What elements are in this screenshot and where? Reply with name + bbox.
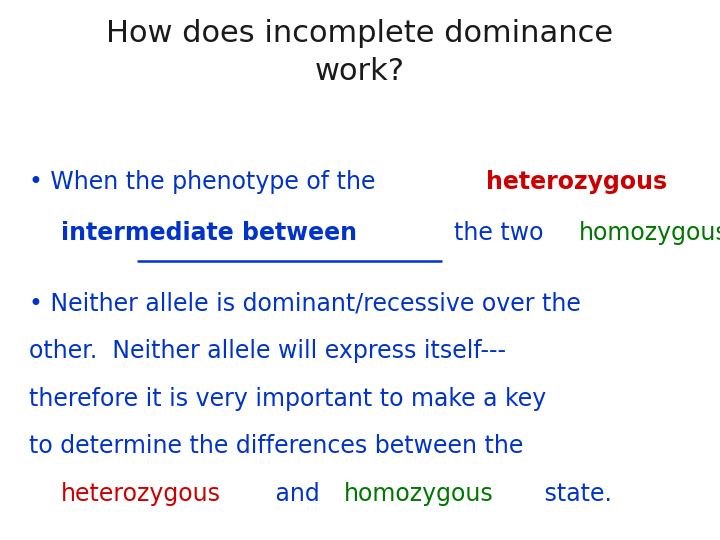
Text: heterozygous: heterozygous bbox=[61, 482, 221, 505]
Text: to determine the differences between the: to determine the differences between the bbox=[29, 434, 523, 458]
Text: other.  Neither allele will express itself---: other. Neither allele will express itsel… bbox=[29, 339, 505, 363]
Text: state.: state. bbox=[537, 482, 612, 505]
Text: intermediate between: intermediate between bbox=[61, 221, 366, 245]
Text: • Neither allele is dominant/recessive over the: • Neither allele is dominant/recessive o… bbox=[29, 292, 580, 315]
Text: heterozygous: heterozygous bbox=[485, 170, 667, 194]
Text: and: and bbox=[268, 482, 327, 505]
Text: How does incomplete dominance: How does incomplete dominance bbox=[107, 19, 613, 48]
Text: work?: work? bbox=[315, 57, 405, 86]
Text: homozygous: homozygous bbox=[579, 221, 720, 245]
Text: therefore it is very important to make a key: therefore it is very important to make a… bbox=[29, 387, 546, 410]
Text: homozygous: homozygous bbox=[344, 482, 494, 505]
Text: the two: the two bbox=[454, 221, 551, 245]
Text: • When the phenotype of the: • When the phenotype of the bbox=[29, 170, 383, 194]
